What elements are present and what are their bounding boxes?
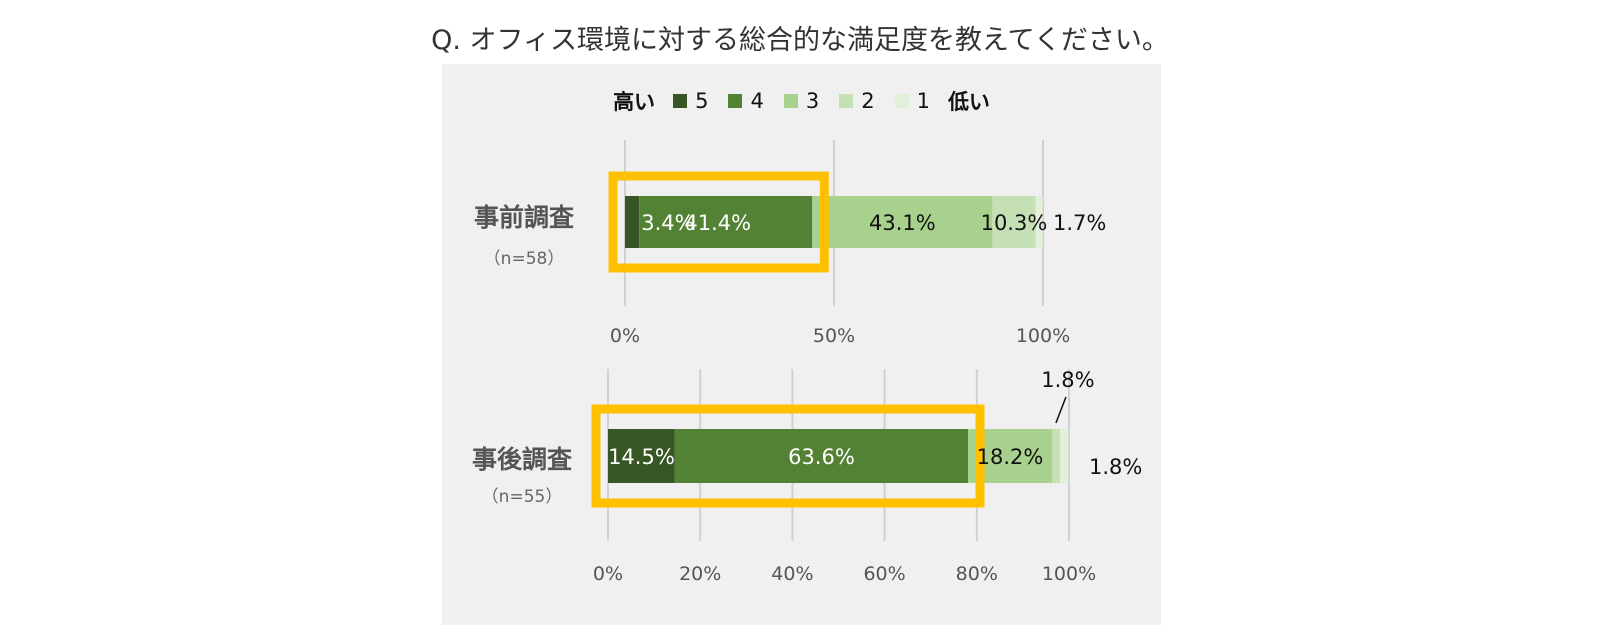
bar-segment-post-1 [1060,429,1069,483]
data-label-pre-2: 10.3% [981,211,1048,235]
data-label-post-2: 1.8% [1041,368,1094,392]
legend-item-3: 3 [783,89,820,113]
stacked-bar-chart: 3.4%41.4% 43.1% 10.3% 1.7% 0% 50% 100% 事前調査 （… [472,140,1142,585]
legend-swatch-2 [839,94,854,108]
x-ticks-pre: 0% 50% 100% [610,325,1070,347]
bar-segment-pre-1 [1035,196,1043,248]
callout-line-post [1055,396,1067,424]
data-label-pre-4: 41.4% [684,211,751,235]
sample-size-post: （n=55） [482,487,563,507]
legend: 高い 5 4 3 2 1 低い [442,86,1161,116]
x-tick-label-pre: 0% [610,325,640,347]
data-labels-pre: 3.4%41.4% 43.1% 10.3% 1.7% [641,211,1106,235]
data-label-post-1: 1.8% [1089,455,1142,479]
bar-segment-post-4 [674,429,969,483]
x-tick-label-post: 60% [863,563,905,585]
bar-segment-pre-5 [625,196,640,248]
chart-pre-survey: 3.4%41.4% 43.1% 10.3% 1.7% 0% 50% 100% 事前調査 （… [474,140,1106,347]
x-tick-label-pre: 100% [1016,325,1070,347]
legend-swatch-4 [728,94,743,108]
highlight-box-post [591,404,985,508]
highlight-box-pre [608,171,829,273]
chart-title: Q. オフィス環境に対する総合的な満足度を教えてください。 [431,25,1169,56]
data-label-pre-3: 43.1% [869,211,936,235]
x-ticks-post: 0% 20% 40% 60% 80% 100% [593,563,1096,585]
legend-swatch-3 [783,94,798,108]
legend-label-3: 3 [805,89,820,113]
data-label-post-5: 14.5% [608,445,675,469]
legend-high-label: 高い [613,90,656,114]
chart-post-survey: 14.5% 63.6% 18.2% 1.8% 1.8% 0% 20% 40% 60% 80% 10… [472,368,1142,585]
x-tick-label-post: 0% [593,563,623,585]
sample-size-pre: （n=58） [484,249,565,269]
bar-segment-pre-4 [639,196,813,248]
bars-pre [608,171,1043,273]
x-tick-label-post: 40% [771,563,813,585]
category-label-post: 事後調査 [472,445,572,474]
legend-item-1: 1 [894,89,930,113]
legend-item-5: 5 [673,89,708,113]
x-tick-label-post: 20% [679,563,721,585]
x-tick-label-post: 100% [1042,563,1096,585]
legend-item-2: 2 [839,89,875,113]
data-label-pre-5: 3.4% [641,211,694,235]
bar-segment-post-5 [608,429,675,483]
bar-segment-post-2 [1051,429,1061,483]
legend-label-4: 4 [750,89,764,113]
bar-segment-pre-2 [992,196,1036,248]
data-label-pre-1: 1.7% [1053,211,1106,235]
bars-post [591,404,1069,508]
data-label-post-3: 18.2% [977,445,1044,469]
legend-swatch-5 [673,94,688,108]
legend-item-4: 4 [728,89,764,113]
data-label-post-4: 63.6% [788,445,855,469]
legend-label-1: 1 [916,89,930,113]
x-tick-label-pre: 50% [813,325,855,347]
legend-swatch-1 [894,94,909,108]
category-label-pre: 事前調査 [474,203,574,232]
data-labels-post: 14.5% 63.6% 18.2% 1.8% 1.8% [608,368,1142,479]
legend-label-2: 2 [861,89,875,113]
chart-panel: 高い 5 4 3 2 1 低い 3.4% 41.4% 43.1% 10.3% 1.7% … [442,64,1161,625]
bar-segment-pre-3 [812,196,993,248]
legend-label-5: 5 [695,89,709,113]
x-tick-label-post: 80% [956,563,998,585]
legend-low-label: 低い [947,90,990,114]
